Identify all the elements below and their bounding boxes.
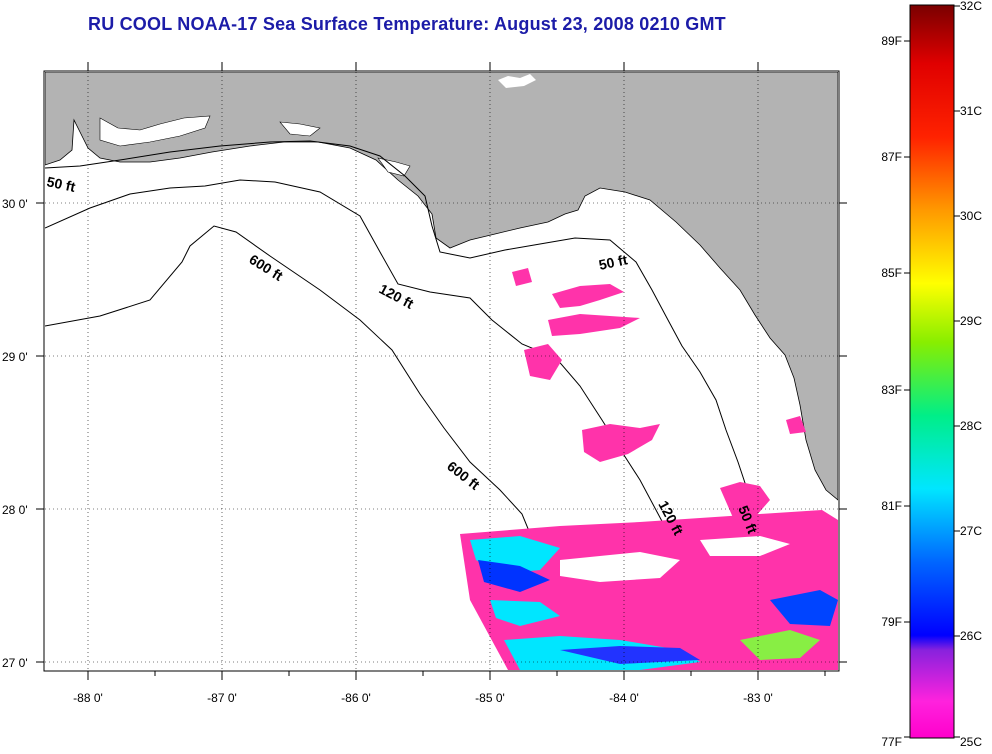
colorbar-f-label: 83F [881, 383, 902, 397]
colorbar-c-label: 25C [960, 735, 982, 749]
colorbar-c-label: 27C [960, 524, 982, 538]
lon-label: -84 0' [609, 691, 639, 705]
lon-label: -86 0' [341, 691, 371, 705]
colorbar-f-label: 89F [881, 34, 902, 48]
sst-patch-cool [512, 268, 532, 286]
sst-patch-cool [524, 344, 562, 380]
colorbar-c-label: 28C [960, 419, 982, 433]
depth-label: 50 ft [597, 251, 629, 273]
colorbar-f-label: 85F [881, 266, 902, 280]
lake [498, 74, 536, 88]
colorbar-ticks [904, 5, 960, 738]
lon-label: -83 0' [743, 691, 773, 705]
axis-ticks [36, 62, 847, 680]
colorbar-f-label: 79F [881, 615, 902, 629]
colorbar-c-label: 32C [960, 0, 982, 13]
lon-label: -87 0' [207, 691, 237, 705]
colorbar-c-label: 26C [960, 629, 982, 643]
cloud-gap [700, 536, 790, 556]
sst-patch-cool [786, 416, 806, 434]
sst-patch-warm [490, 600, 560, 626]
colorbar-f-label: 87F [881, 150, 902, 164]
colorbar [909, 4, 955, 739]
bay [279, 121, 321, 137]
depth-label: 50 ft [45, 173, 77, 195]
lat-label: 28 0' [2, 503, 28, 517]
cloud-gap [560, 552, 680, 582]
gridlines [45, 72, 838, 670]
colorbar-c-label: 29C [960, 314, 982, 328]
sst-patch-cool [582, 424, 660, 462]
sst-patch-blue [478, 560, 550, 592]
lat-label: 30 0' [2, 197, 28, 211]
sst-patch-blue [560, 646, 700, 664]
sst-patch-cool [552, 284, 624, 308]
lat-label: 27 0' [2, 656, 28, 670]
lon-label: -88 0' [73, 691, 103, 705]
map-title: RU COOL NOAA-17 Sea Surface Temperature:… [88, 14, 726, 34]
lat-label: 29 0' [2, 350, 28, 364]
bay [99, 115, 211, 147]
colorbar-f-label: 81F [881, 499, 902, 513]
colorbar-c-label: 31C [960, 104, 982, 118]
sst-patch-blue [770, 590, 838, 626]
lon-label: -85 0' [475, 691, 505, 705]
colorbar-c-label: 30C [960, 209, 982, 223]
colorbar-f-label: 77F [881, 735, 902, 749]
sst-patch-green [740, 630, 820, 660]
sst-patch-cool [548, 314, 640, 336]
sst-patch-cool [720, 482, 770, 520]
